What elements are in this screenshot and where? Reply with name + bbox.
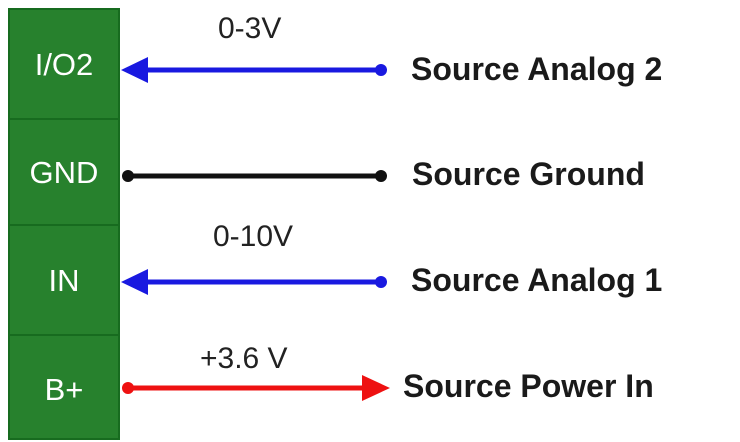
wire-end-dot-icon bbox=[122, 170, 134, 182]
terminal-block: I/O2 GND IN B+ bbox=[8, 8, 120, 440]
arrowhead-right-icon bbox=[362, 375, 390, 401]
voltage-label-analog2: 0-3V bbox=[218, 12, 282, 45]
pin-bplus-label: B+ bbox=[44, 371, 84, 407]
wire-end-dot-icon bbox=[375, 64, 387, 76]
arrowhead-left-icon bbox=[121, 57, 148, 83]
wire-power bbox=[122, 375, 390, 401]
wire-ground bbox=[122, 170, 387, 182]
arrowhead-left-icon bbox=[121, 269, 148, 295]
pin-io2-label: I/O2 bbox=[34, 46, 94, 82]
wire-analog1 bbox=[121, 269, 387, 295]
pin-in-label: IN bbox=[48, 262, 80, 298]
pin-in: IN bbox=[10, 226, 118, 336]
wire-analog2 bbox=[121, 57, 387, 83]
pin-io2: I/O2 bbox=[10, 10, 118, 120]
wire-end-dot-icon bbox=[375, 276, 387, 288]
source-power-label: Source Power In bbox=[403, 368, 654, 404]
source-ground-label: Source Ground bbox=[412, 156, 645, 192]
voltage-label-power: +3.6 V bbox=[200, 342, 288, 375]
source-analog2-label: Source Analog 2 bbox=[411, 51, 663, 87]
pin-gnd-label: GND bbox=[29, 154, 99, 190]
pin-bplus: B+ bbox=[10, 336, 118, 442]
wire-end-dot-icon bbox=[122, 382, 134, 394]
pin-gnd: GND bbox=[10, 120, 118, 226]
voltage-label-analog1: 0-10V bbox=[213, 220, 294, 253]
wire-end-dot-icon bbox=[375, 170, 387, 182]
source-analog1-label: Source Analog 1 bbox=[411, 262, 663, 298]
